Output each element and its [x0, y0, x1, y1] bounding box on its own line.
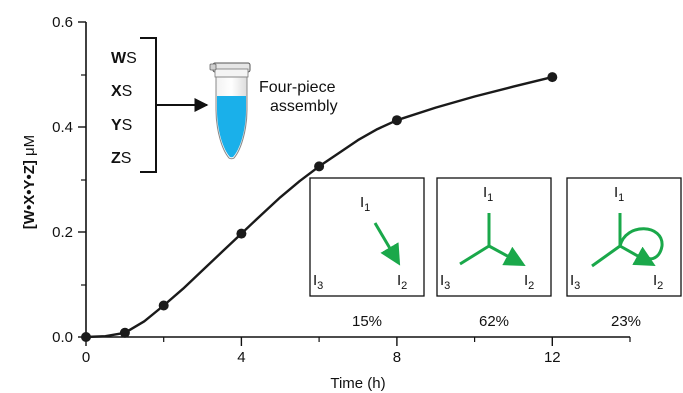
- series-line: [84, 75, 554, 339]
- pathway-arrow: [619, 244, 656, 267]
- pathway-percent: 15%: [352, 313, 382, 330]
- x-axis-title: Time (h): [330, 375, 385, 392]
- data-point: [314, 161, 325, 172]
- tube-icon: [209, 62, 251, 160]
- data-point: [81, 332, 91, 342]
- y-tick-labels: 0.6 0.4 0.2 0.0: [52, 14, 73, 346]
- piece-x: XS: [111, 83, 132, 100]
- assembly-label-1: Four-piece: [259, 79, 336, 96]
- pathway-arrow: [373, 222, 401, 266]
- data-point: [391, 115, 402, 126]
- data-points: [81, 72, 558, 342]
- y-axis-unit: μM: [21, 135, 38, 160]
- piece-y: YS: [111, 117, 132, 134]
- x-tick-label: 4: [237, 349, 245, 366]
- y-tick-label: 0.2: [52, 224, 73, 241]
- piece-z: ZS: [111, 150, 131, 167]
- y-axis-species: [W•X•Y•Z]: [21, 160, 38, 229]
- x-tick-label: 12: [544, 349, 561, 366]
- node-label-i2: I2: [397, 272, 407, 292]
- y-axis-title: [W•X•Y•Z] μM: [21, 135, 38, 229]
- data-point: [236, 228, 247, 239]
- y-tick-label: 0.0: [52, 329, 73, 346]
- tube-liquid: [217, 96, 246, 158]
- pathway-panel-1: I1 I3 I2 15%: [309, 177, 425, 330]
- x-tick-labels: 0 4 8 12: [82, 349, 561, 366]
- node-label-i3: I3: [440, 272, 450, 292]
- node-label-i3: I3: [570, 272, 580, 292]
- node-label-i1: I1: [360, 194, 370, 214]
- pathway-panel-2: I1 I3 I2 62%: [436, 177, 552, 330]
- pathway-branch: [591, 244, 621, 268]
- pathway-arrow: [488, 244, 526, 267]
- data-point: [119, 327, 130, 338]
- assembly-bracket: [140, 37, 157, 173]
- pathway-panel-3: I1 I3 I2 23%: [566, 177, 682, 330]
- node-label-i3: I3: [313, 272, 323, 292]
- data-point: [547, 72, 558, 83]
- y-ticks: [78, 21, 86, 338]
- y-tick-label: 0.4: [52, 119, 73, 136]
- node-label-i2: I2: [524, 272, 534, 292]
- data-point: [158, 300, 169, 311]
- x-tick-label: 8: [393, 349, 401, 366]
- node-label-i1: I1: [614, 184, 624, 204]
- pathway-branch: [459, 244, 490, 266]
- node-label-i1: I1: [483, 184, 493, 204]
- piece-w: WS: [111, 50, 137, 67]
- x-tick-label: 0: [82, 349, 90, 366]
- assembly-diagram: WS XS YS ZS Four-piece assembly: [111, 37, 338, 173]
- pathway-percent: 23%: [611, 313, 641, 330]
- x-ticks: [85, 337, 631, 346]
- assembly-label-2: assembly: [270, 98, 338, 115]
- y-tick-label: 0.6: [52, 14, 73, 31]
- node-label-i2: I2: [653, 272, 663, 292]
- pathway-percent: 62%: [479, 313, 509, 330]
